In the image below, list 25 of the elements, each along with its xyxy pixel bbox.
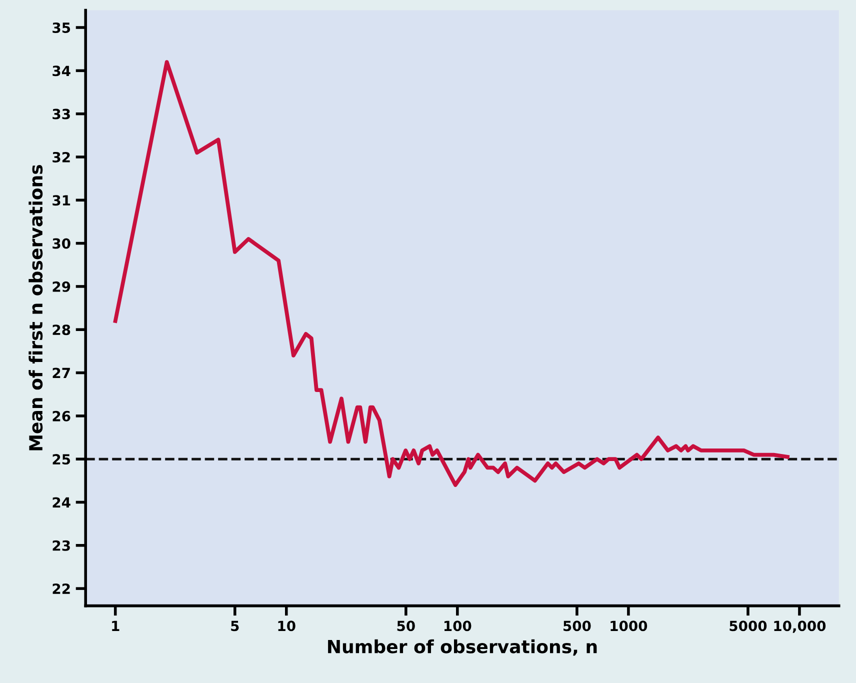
x-tick-label: 1 bbox=[112, 620, 120, 631]
y-tick-label: 22 bbox=[52, 584, 70, 594]
y-tick-label: 29 bbox=[52, 281, 70, 292]
x-tick-label: 500 bbox=[564, 620, 591, 632]
y-tick-label: 34 bbox=[52, 66, 70, 76]
y-axis-title: Mean of first n observations bbox=[28, 164, 43, 450]
x-tick-label: 5000 bbox=[730, 620, 767, 632]
x-tick-label: 5 bbox=[231, 620, 239, 632]
x-tick-label: 10,000 bbox=[774, 620, 826, 633]
x-tick-label: 100 bbox=[444, 620, 472, 632]
x-tick-label: 10 bbox=[278, 620, 296, 632]
y-tick-label: 32 bbox=[52, 152, 70, 162]
x-axis-title: Number of observations, n bbox=[328, 639, 597, 656]
y-tick-label: 33 bbox=[52, 108, 70, 120]
y-tick-label: 25 bbox=[52, 454, 70, 465]
x-tick-label: 1000 bbox=[610, 620, 648, 632]
y-tick-label: 31 bbox=[52, 195, 70, 206]
y-tick-label: 24 bbox=[52, 497, 70, 508]
x-tick-label: 50 bbox=[397, 620, 415, 632]
y-tick-label: 27 bbox=[52, 368, 70, 378]
y-tick-label: 23 bbox=[52, 540, 70, 551]
y-tick-label: 26 bbox=[52, 410, 70, 422]
y-tick-label: 35 bbox=[52, 22, 70, 33]
y-tick-label: 30 bbox=[52, 238, 70, 249]
y-tick-label: 28 bbox=[52, 324, 70, 336]
